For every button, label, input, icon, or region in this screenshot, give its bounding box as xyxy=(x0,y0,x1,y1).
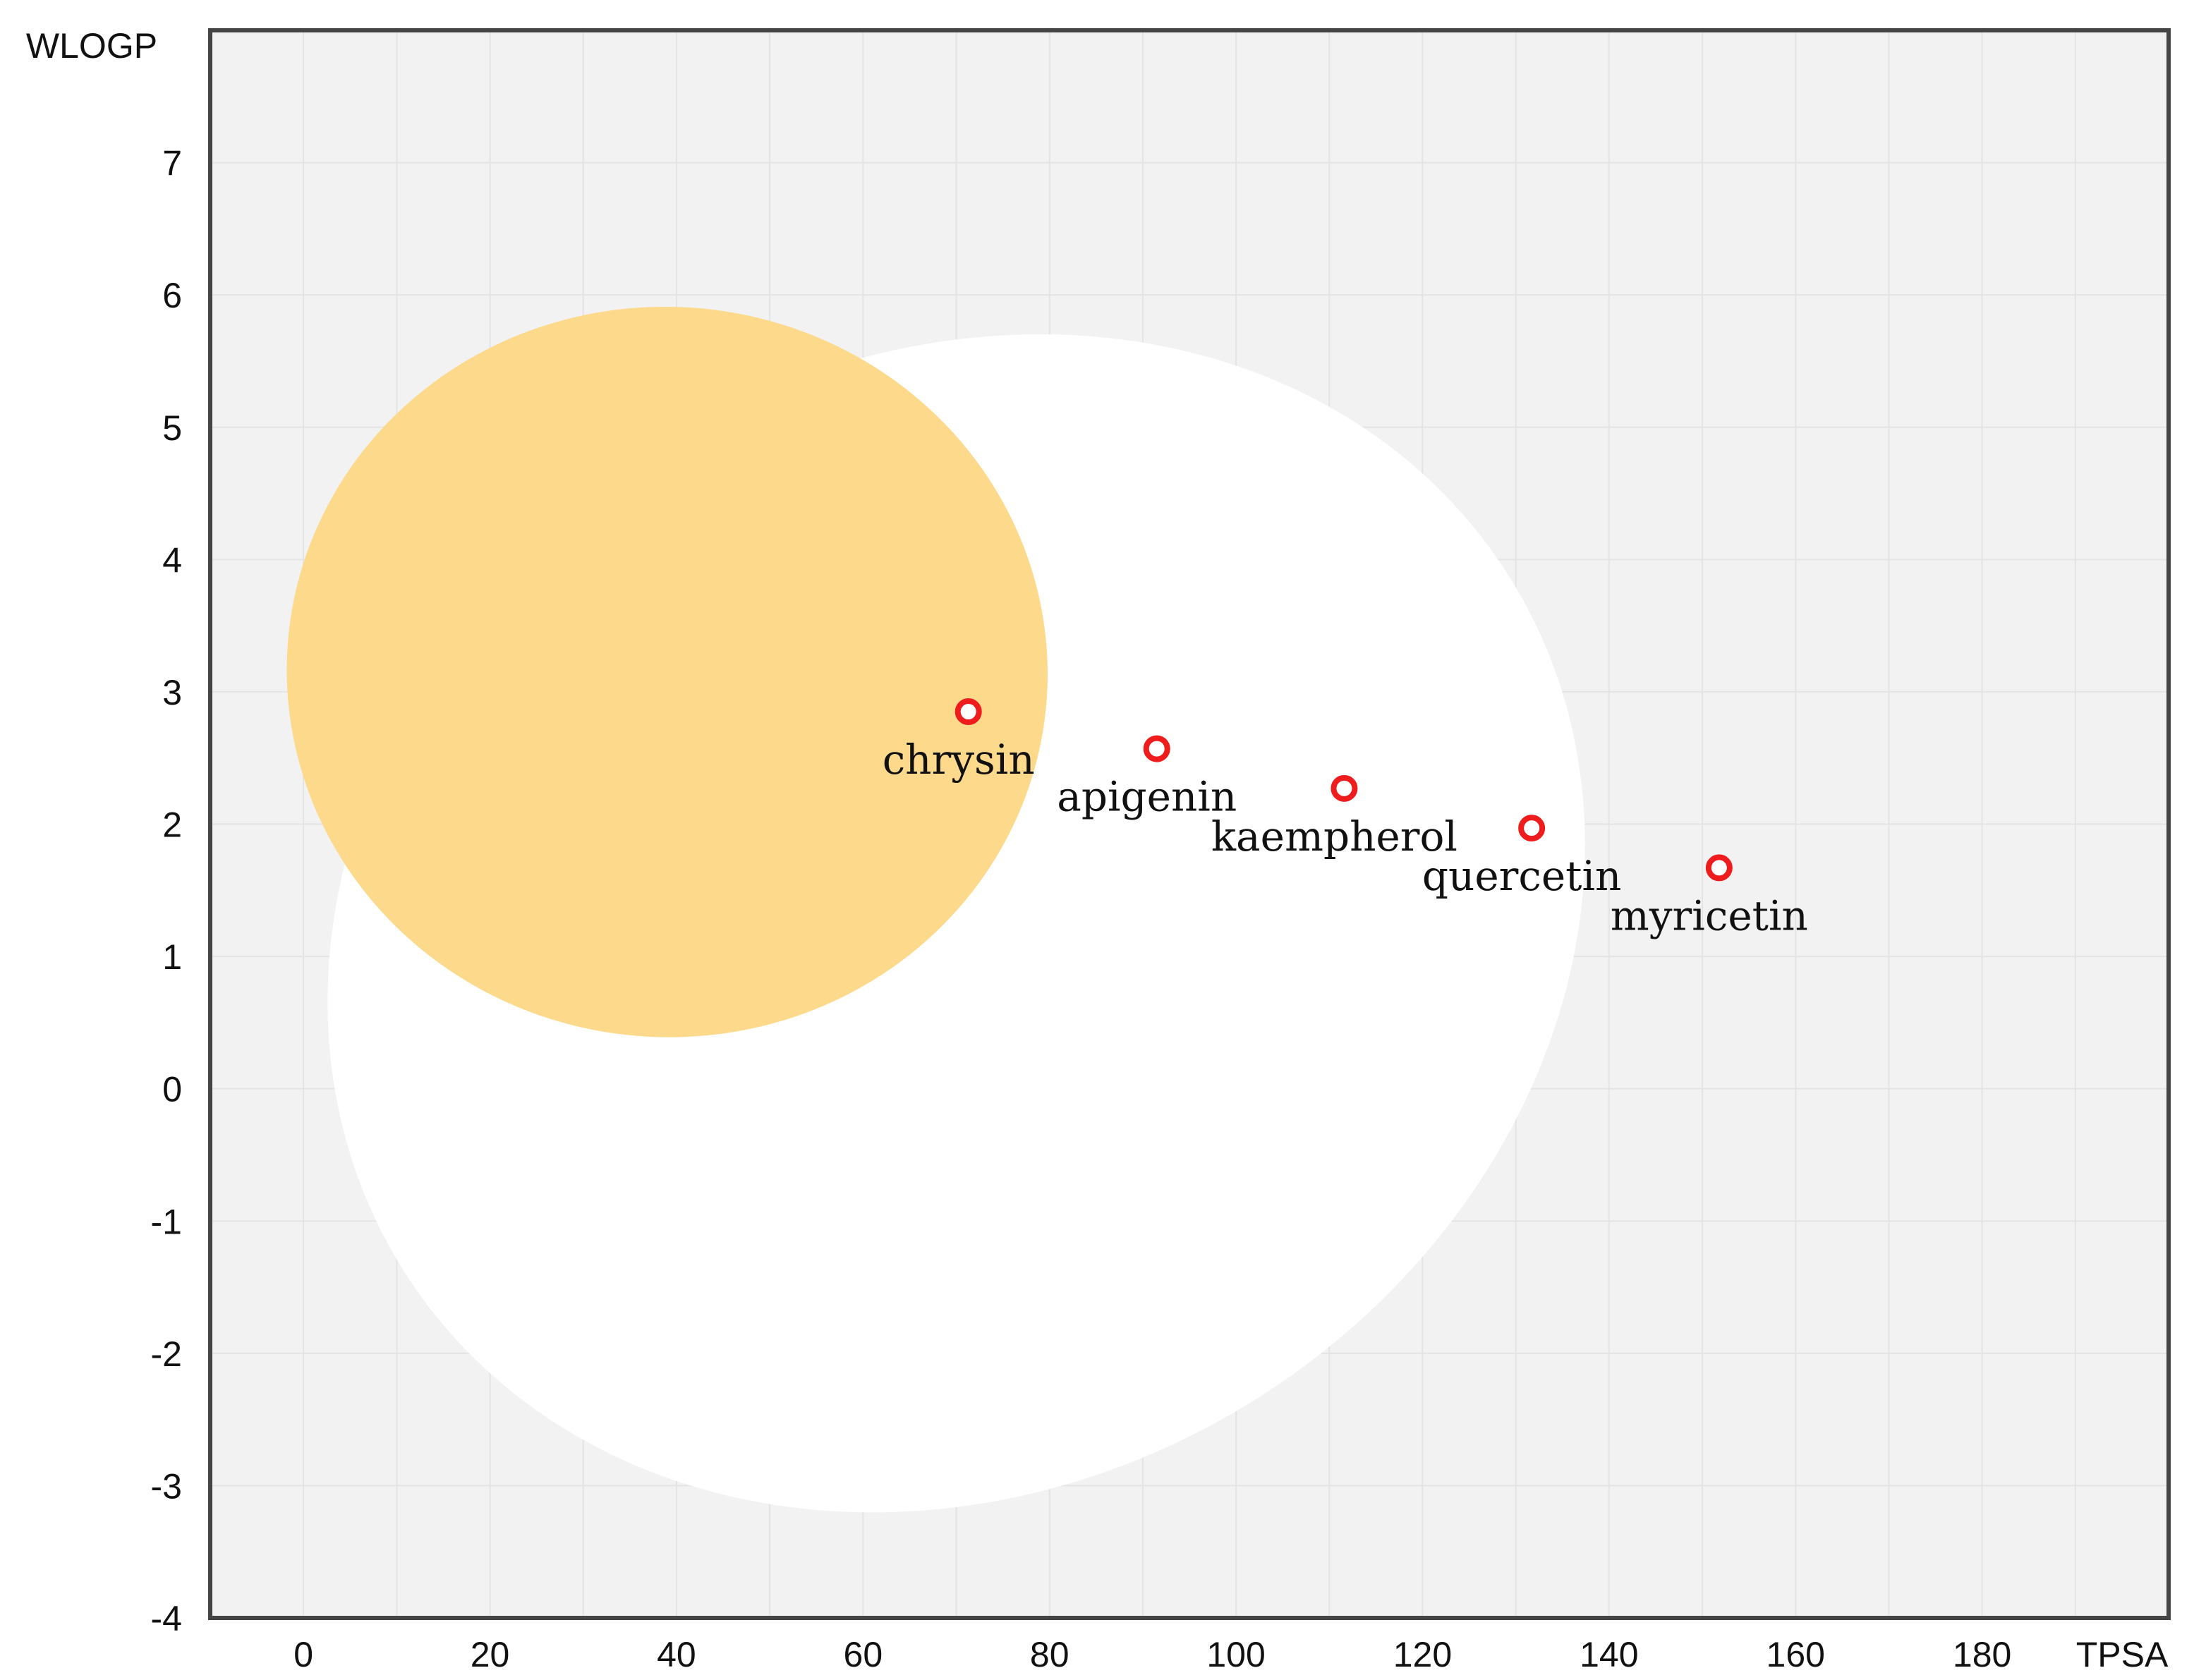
point-labels: chrysin apigeninkaempherolquercetinmyrice… xyxy=(883,736,1808,939)
point-label-myricetin: myricetin xyxy=(1611,891,1808,939)
x-tick-label: 20 xyxy=(471,1635,510,1674)
point-label-chrysin: chrysin xyxy=(883,736,1035,784)
yolk-region xyxy=(286,306,1048,1037)
x-tick-label: 160 xyxy=(1766,1635,1825,1674)
x-axis-title: TPSA xyxy=(2076,1635,2169,1674)
y-tick-label: -2 xyxy=(151,1334,182,1374)
point-myricetin xyxy=(1705,854,1733,882)
y-tick-label: 7 xyxy=(162,144,182,183)
y-tick-label: 0 xyxy=(162,1070,182,1109)
x-tick-label: 120 xyxy=(1393,1635,1452,1674)
point-quercetin xyxy=(1518,815,1546,842)
y-axis-title: WLOGP xyxy=(26,26,157,66)
point-chrysin xyxy=(954,698,982,726)
tick-labels: 0 20 40 60 80 100 120 140 160 180 -4 -3 -2 -1 0 1 2 3 4 5 6 7 xyxy=(151,144,2012,1674)
data-points xyxy=(954,698,1733,882)
x-tick-label: 140 xyxy=(1580,1635,1638,1674)
point-label-kaempherol: kaempherol xyxy=(1211,812,1457,860)
x-tick-label: 80 xyxy=(1030,1635,1069,1674)
y-tick-label: 6 xyxy=(162,276,182,315)
point-label-apigenin: apigenin xyxy=(1057,773,1237,821)
x-tick-label: 0 xyxy=(293,1635,313,1674)
point-label-quercetin: quercetin xyxy=(1422,852,1622,900)
regions xyxy=(286,306,1585,1513)
y-tick-label: 2 xyxy=(162,805,182,845)
plot-frame xyxy=(208,28,2171,1620)
y-tick-label: -1 xyxy=(151,1202,182,1241)
y-tick-label: -4 xyxy=(151,1599,182,1638)
y-tick-label: 1 xyxy=(162,937,182,977)
x-tick-label: 40 xyxy=(657,1635,696,1674)
x-tick-label: 60 xyxy=(844,1635,883,1674)
point-kaempherol xyxy=(1331,774,1358,802)
y-tick-label: 3 xyxy=(162,673,182,712)
y-tick-label: -3 xyxy=(151,1466,182,1506)
x-tick-label: 180 xyxy=(1953,1635,2011,1674)
point-apigenin xyxy=(1143,735,1170,762)
x-tick-label: 100 xyxy=(1206,1635,1265,1674)
y-tick-label: 5 xyxy=(162,408,182,448)
y-tick-label: 4 xyxy=(162,540,182,580)
